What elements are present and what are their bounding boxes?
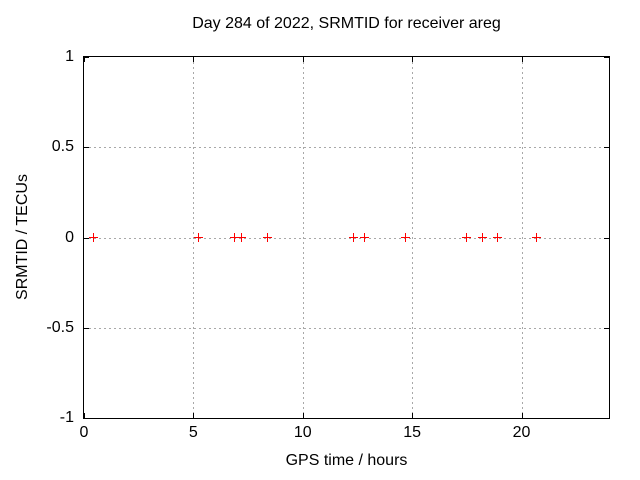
data-point-marker [263, 233, 273, 242]
x-tick-mark-top [193, 57, 195, 62]
x-tick-mark-bottom [84, 413, 85, 418]
data-point-marker [230, 233, 240, 242]
y-tick-label: -0.5 [46, 318, 74, 336]
data-point-marker [89, 233, 99, 242]
data-point-marker [492, 233, 502, 242]
data-point-marker [401, 233, 411, 242]
x-tick-mark-top [302, 57, 304, 62]
data-point-marker [477, 233, 487, 242]
data-point-marker [237, 233, 246, 242]
data-point-marker [348, 233, 358, 242]
data-point-marker [359, 233, 369, 242]
x-tick-label: 10 [293, 424, 312, 441]
x-tick-mark-bottom [302, 413, 304, 418]
y-tick-mark-left [84, 57, 89, 58]
y-tick-label: 1 [65, 48, 74, 65]
y-tick-mark-right [604, 147, 609, 149]
chart-title: Day 284 of 2022, SRMTID for receiver are… [192, 15, 501, 32]
x-tick-mark-top [412, 57, 414, 62]
y-gridline [84, 147, 609, 149]
x-tick-mark-top [521, 57, 523, 62]
y-tick-label: 0.5 [51, 138, 74, 156]
y-tick-mark-right [604, 237, 609, 239]
x-tick-mark-bottom [412, 413, 414, 418]
y-tick-label: 0 [65, 228, 74, 246]
y-tick-mark-right [604, 327, 609, 329]
y-tick-mark-left [84, 327, 89, 329]
x-tick-label: 0 [79, 424, 89, 441]
data-point-marker [194, 233, 204, 242]
data-point-marker [532, 233, 542, 242]
x-axis-title: GPS time / hours [285, 452, 408, 469]
x-tick-label: 20 [512, 424, 531, 441]
y-tick-mark-left [84, 147, 89, 149]
y-tick-label: -1 [59, 409, 74, 426]
x-tick-label: 15 [403, 424, 422, 441]
y-gridline [84, 327, 609, 329]
x-tick-mark-top [84, 57, 85, 62]
y-tick-mark-left [84, 237, 89, 239]
y-tick-mark-right [604, 57, 609, 58]
y-tick-mark-right [604, 418, 609, 419]
x-tick-mark-bottom [193, 413, 195, 418]
x-tick-mark-bottom [521, 413, 523, 418]
plot-area [83, 56, 610, 419]
x-tick-label: 5 [188, 424, 198, 441]
y-tick-mark-left [84, 418, 89, 419]
y-gridline [84, 237, 609, 239]
data-point-marker [462, 233, 472, 242]
